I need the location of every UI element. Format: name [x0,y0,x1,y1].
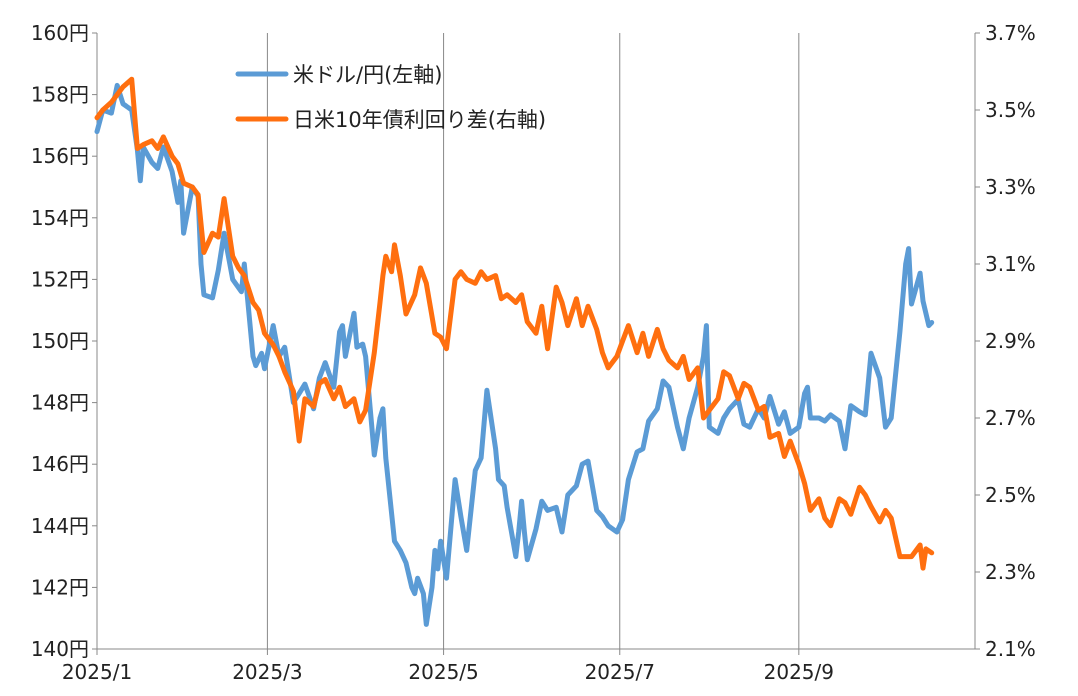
right-tick-label: 2.7% [985,406,1036,430]
right-tick-label: 2.1% [985,637,1036,661]
left-tick-label: 154円 [31,206,89,230]
x-tick-label: 2025/1 [62,660,132,684]
right-tick-label: 3.5% [985,98,1036,122]
legend-label: 日米10年債利回り差(右軸) [293,108,546,132]
left-tick-label: 148円 [31,391,89,415]
left-tick-label: 150円 [31,329,89,353]
left-tick-label: 142円 [31,575,89,599]
x-tick-label: 2025/9 [764,660,834,684]
left-tick-label: 140円 [31,637,89,661]
right-tick-label: 3.7% [985,21,1036,45]
series-line-yield-spread [94,76,935,571]
right-tick-label: 2.9% [985,329,1036,353]
left-tick-label: 158円 [31,83,89,107]
axis-layer: 2025/1 2025/3 2025/5 2025/7 2025/9 140円 142円 14… [31,21,1036,684]
left-tick-label: 146円 [31,452,89,476]
x-tick-label: 2025/3 [232,660,302,684]
x-tick-label: 2025/7 [585,660,655,684]
left-tick-label: 160円 [31,21,89,45]
right-tick-label: 2.3% [985,560,1036,584]
right-tick-label: 3.3% [985,175,1036,199]
left-tick-label: 156円 [31,144,89,168]
series-line-usdjpy [94,82,935,627]
right-tick-label: 2.5% [985,483,1036,507]
left-tick-label: 152円 [31,267,89,291]
x-tick-label: 2025/5 [408,660,478,684]
legend-label: 米ドル/円(左軸) [293,63,442,87]
right-tick-label: 3.1% [985,252,1036,276]
series-layer [94,76,935,627]
left-tick-label: 144円 [31,514,89,538]
legend: 米ドル/円(左軸) 日米10年債利回り差(右軸) [235,63,546,132]
